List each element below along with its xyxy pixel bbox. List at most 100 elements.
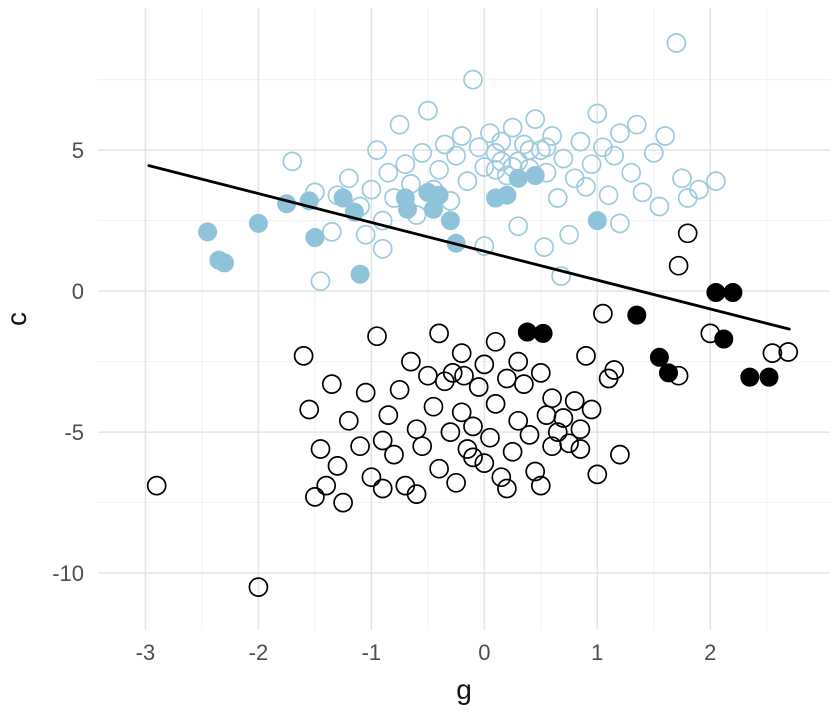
y-tick-label: 5	[72, 138, 84, 163]
data-point	[553, 408, 574, 428]
data-point	[457, 171, 478, 191]
data-point	[454, 365, 474, 386]
data-point	[564, 391, 585, 411]
data-point	[581, 154, 602, 175]
data-point	[677, 223, 698, 244]
data-point	[299, 399, 320, 420]
data-point	[372, 430, 393, 451]
data-point	[480, 427, 500, 448]
data-point	[576, 346, 596, 366]
data-point	[672, 168, 692, 189]
data-point	[429, 458, 449, 479]
data-point	[502, 441, 523, 462]
data-point	[198, 222, 218, 242]
data-point	[378, 405, 399, 425]
data-point	[621, 162, 642, 183]
data-point	[321, 374, 342, 394]
data-point	[587, 103, 608, 124]
y-tick-label: 0	[72, 279, 84, 304]
x-tick-label: -2	[249, 640, 269, 665]
data-point	[643, 143, 664, 163]
data-point	[412, 436, 433, 457]
data-point	[542, 388, 562, 409]
data-point	[372, 210, 393, 231]
data-point	[508, 351, 529, 372]
data-point	[627, 305, 647, 325]
data-point	[723, 283, 743, 302]
x-tick-label: -3	[136, 640, 156, 665]
data-point	[778, 342, 799, 362]
data-point	[659, 363, 678, 383]
data-point	[530, 475, 551, 496]
data-point	[525, 166, 545, 185]
data-point	[533, 323, 553, 343]
data-point	[632, 182, 653, 203]
x-tick-label: 1	[591, 640, 603, 665]
data-point	[610, 123, 630, 144]
data-point	[559, 433, 579, 454]
data-point	[706, 171, 726, 191]
data-point	[542, 126, 562, 146]
data-point	[333, 492, 353, 513]
data-point	[570, 419, 591, 440]
data-point	[536, 137, 557, 158]
x-tick-label: 0	[478, 640, 490, 665]
data-point	[310, 439, 331, 459]
data-point	[367, 140, 387, 160]
data-point	[372, 238, 393, 259]
data-point	[215, 253, 234, 273]
data-point	[316, 475, 337, 496]
x-tick-label: -1	[362, 640, 382, 665]
data-point	[333, 188, 353, 208]
data-point	[689, 179, 709, 200]
data-point	[451, 343, 472, 363]
data-point	[547, 422, 568, 442]
data-point	[517, 322, 537, 342]
data-point	[666, 33, 687, 53]
data-point	[282, 151, 303, 172]
data-point	[491, 467, 512, 488]
data-point	[389, 379, 410, 400]
y-tick-label: -10	[52, 561, 84, 586]
data-point	[759, 367, 779, 387]
data-point	[401, 351, 421, 372]
data-point	[361, 179, 382, 200]
data-point	[440, 211, 460, 231]
x-tick-label: 2	[704, 640, 716, 665]
data-point	[530, 363, 551, 383]
data-point	[497, 478, 517, 499]
data-point	[367, 326, 387, 347]
data-point	[338, 168, 359, 189]
data-point	[389, 114, 410, 135]
data-point	[547, 188, 568, 208]
data-point	[423, 396, 444, 417]
data-point	[463, 416, 483, 437]
data-point	[355, 382, 376, 403]
data-point	[305, 228, 325, 247]
data-point	[451, 126, 472, 146]
data-point	[668, 255, 689, 276]
data-point	[593, 303, 613, 324]
data-point	[581, 399, 602, 420]
data-point	[434, 134, 455, 155]
data-point	[429, 159, 449, 180]
data-point	[576, 176, 596, 197]
data-point	[338, 410, 359, 431]
data-point	[570, 439, 591, 459]
data-point	[451, 402, 472, 423]
data-point	[398, 199, 417, 219]
data-point	[350, 264, 370, 284]
data-point	[491, 151, 512, 172]
data-point	[406, 484, 427, 504]
data-point	[248, 577, 269, 597]
data-point	[146, 475, 167, 496]
data-point	[446, 472, 466, 493]
data-point	[463, 69, 483, 90]
data-point	[305, 487, 325, 507]
data-point	[740, 367, 760, 387]
data-point	[384, 444, 404, 465]
data-point	[474, 236, 495, 256]
data-point	[463, 447, 483, 468]
